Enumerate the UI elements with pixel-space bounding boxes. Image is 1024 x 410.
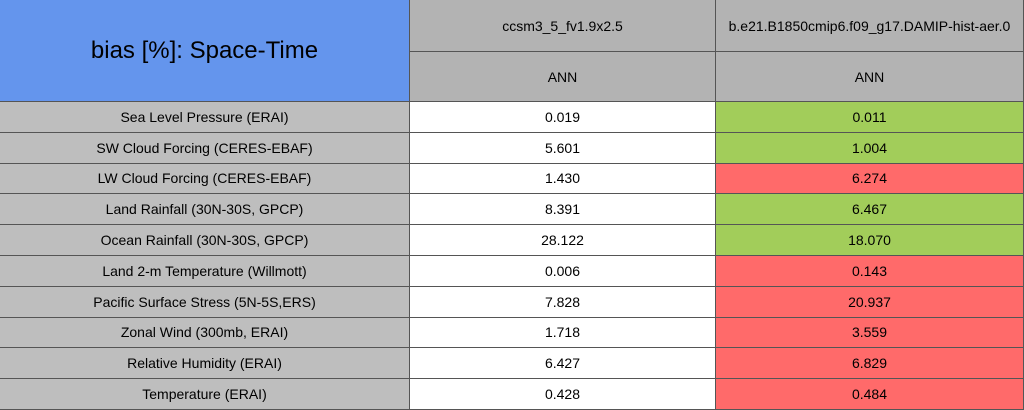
value-cell-text: 0.011 (852, 108, 887, 125)
value-cell: 1.004 (716, 132, 1024, 164)
value-cell: 20.937 (716, 286, 1024, 318)
value-cell-text: 3.559 (851, 324, 888, 341)
value-cell: 0.011 (716, 102, 1024, 133)
value-cell: 1.718 (410, 317, 716, 349)
value-cell: 5.601 (410, 132, 716, 164)
row-label-text: Relative Humidity (ERAI) (127, 355, 282, 372)
value-cell: 6.467 (716, 194, 1024, 226)
row-label: Zonal Wind (300mb, ERAI) (0, 317, 410, 349)
value-cell-text: 0.143 (851, 262, 888, 279)
value-cell: 7.828 (410, 286, 716, 318)
value-cell-text: 7.828 (544, 293, 581, 310)
value-cell: 0.484 (716, 379, 1024, 410)
value-cell-text: 0.019 (544, 108, 581, 125)
value-cell: 0.006 (410, 256, 716, 287)
row-label: Ocean Rainfall (30N-30S, GPCP) (0, 225, 410, 256)
column-subheader-text: ANN (854, 68, 885, 85)
row-label: Temperature (ERAI) (0, 379, 410, 410)
value-cell-text: 20.937 (848, 293, 891, 310)
row-label: Relative Humidity (ERAI) (0, 348, 410, 380)
row-label-text: Sea Level Pressure (ERAI) (120, 108, 289, 125)
value-cell-text: 8.391 (544, 201, 581, 218)
value-cell: 0.143 (716, 256, 1024, 287)
row-label: Pacific Surface Stress (5N-5S,ERS) (0, 286, 410, 318)
value-cell: 3.559 (716, 317, 1024, 349)
value-cell-text: 5.601 (544, 139, 581, 156)
column-subheader: ANN (410, 52, 716, 102)
row-label-text: Land Rainfall (30N-30S, GPCP) (105, 201, 304, 218)
value-cell-text: 28.122 (541, 232, 584, 249)
row-label: Land Rainfall (30N-30S, GPCP) (0, 194, 410, 226)
value-cell-text: 6.274 (851, 170, 888, 187)
row-label-text: Land 2-m Temperature (Willmott) (102, 262, 307, 279)
value-cell-text: 6.467 (851, 201, 888, 218)
value-cell: 28.122 (410, 225, 716, 256)
value-cell-text: 0.006 (544, 262, 581, 279)
value-cell: 18.070 (716, 225, 1024, 256)
row-label-text: LW Cloud Forcing (CERES-EBAF) (97, 170, 312, 187)
value-cell-text: 1.718 (544, 324, 581, 341)
column-header-text: b.e21.B1850cmip6.f09_g17.DAMIP-hist-aer.… (728, 17, 1011, 34)
value-cell: 6.427 (410, 348, 716, 380)
value-cell-text: 6.427 (544, 355, 581, 372)
column-subheader-text: ANN (547, 68, 578, 85)
row-label-text: Zonal Wind (300mb, ERAI) (120, 324, 289, 341)
row-label: Land 2-m Temperature (Willmott) (0, 256, 410, 287)
column-header: b.e21.B1850cmip6.f09_g17.DAMIP-hist-aer.… (716, 0, 1024, 52)
value-cell-text: 0.428 (544, 386, 581, 403)
column-subheader: ANN (716, 52, 1024, 102)
value-cell: 0.428 (410, 379, 716, 410)
column-header-text: ccsm3_5_fv1.9x2.5 (502, 17, 623, 34)
row-label-text: SW Cloud Forcing (CERES-EBAF) (96, 139, 313, 156)
row-label: LW Cloud Forcing (CERES-EBAF) (0, 163, 410, 195)
value-cell: 8.391 (410, 194, 716, 226)
column-header: ccsm3_5_fv1.9x2.5 (410, 0, 716, 52)
row-label-text: Ocean Rainfall (30N-30S, GPCP) (100, 232, 309, 249)
value-cell-text: 1.004 (851, 139, 888, 156)
value-cell: 6.829 (716, 348, 1024, 380)
row-label: SW Cloud Forcing (CERES-EBAF) (0, 132, 410, 164)
header-title: bias [%]: Space-Time (0, 0, 410, 102)
value-cell: 0.019 (410, 102, 716, 133)
value-cell: 1.430 (410, 163, 716, 195)
row-label-text: Pacific Surface Stress (5N-5S,ERS) (93, 293, 316, 310)
row-label-text: Temperature (ERAI) (142, 386, 267, 403)
value-cell-text: 1.430 (544, 170, 581, 187)
value-cell-text: 0.484 (851, 386, 888, 403)
value-cell-text: 6.829 (851, 355, 888, 372)
row-label: Sea Level Pressure (ERAI) (0, 102, 410, 133)
header-title-text: bias [%]: Space-Time (90, 36, 319, 64)
value-cell: 6.274 (716, 163, 1024, 195)
value-cell-text: 18.070 (848, 232, 891, 249)
